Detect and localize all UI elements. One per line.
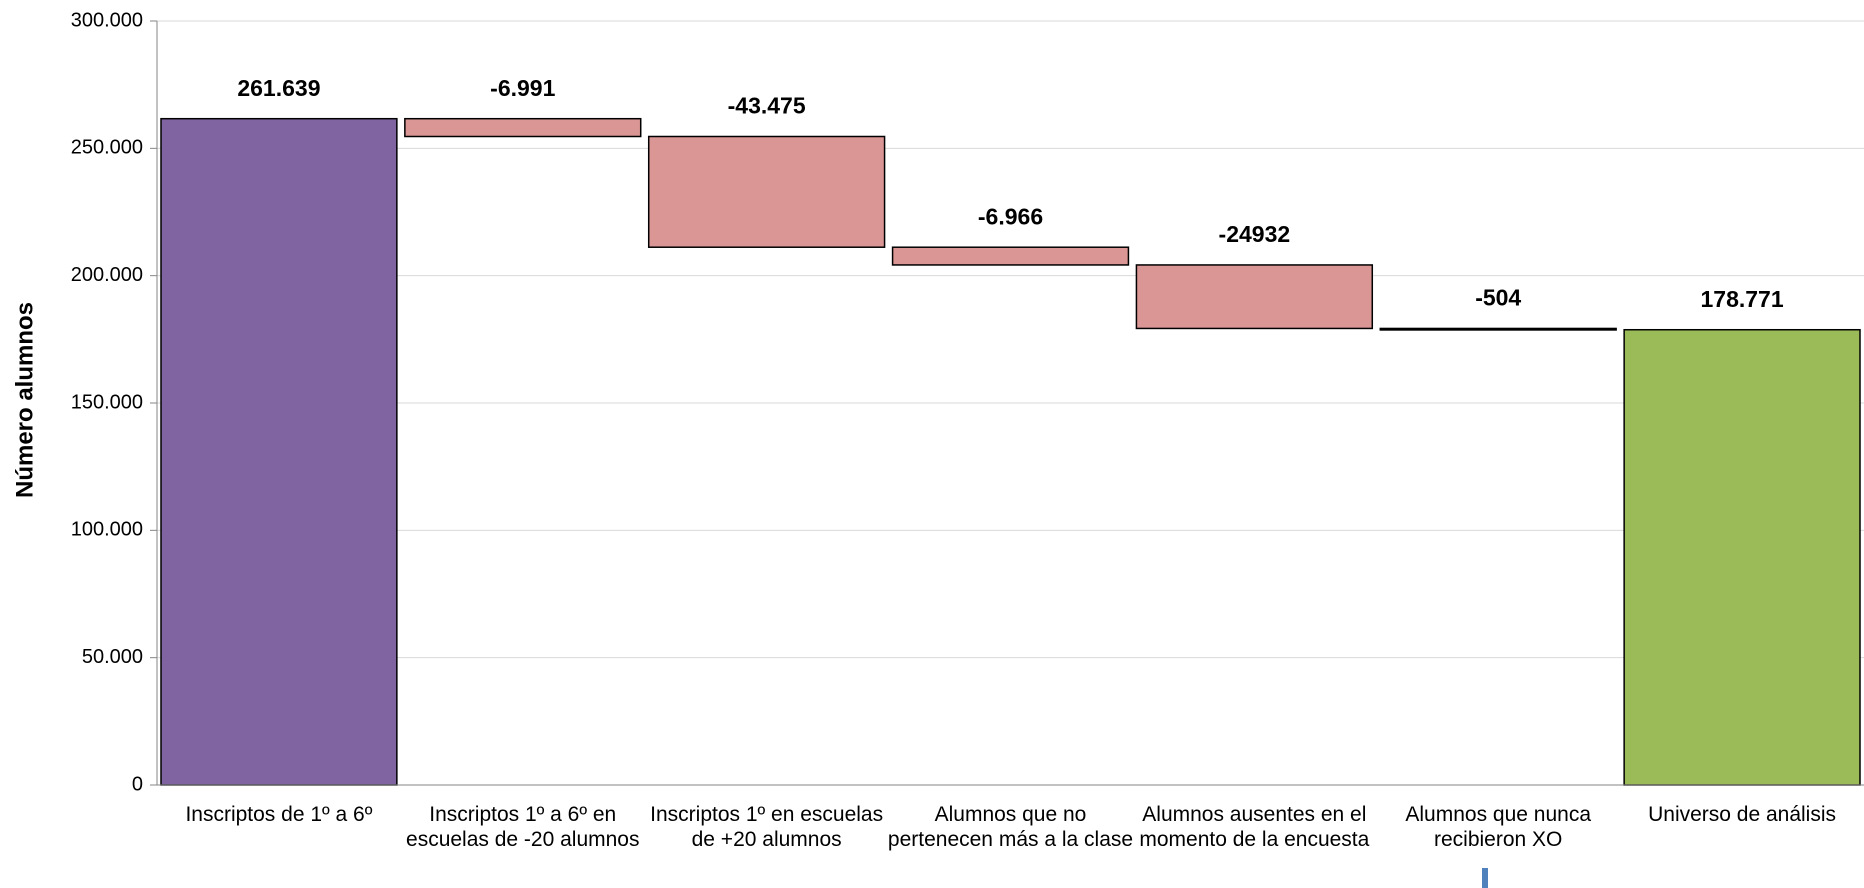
x-tick-label: Alumnos ausentes en el momento de la enc…	[1139, 803, 1370, 851]
y-tick-label: 150.000	[71, 391, 143, 413]
y-tick-label: 0	[132, 773, 143, 795]
decoration	[1482, 868, 1488, 888]
value-label: 178.771	[1701, 286, 1784, 312]
y-tick-label: 200.000	[71, 264, 143, 286]
y-tick-label: 250.000	[71, 137, 143, 159]
bar	[1135, 264, 1374, 330]
bar	[647, 135, 886, 248]
bar	[404, 117, 642, 138]
value-label: -24932	[1219, 221, 1291, 247]
bar	[891, 246, 1130, 266]
x-tick-label: Alumnos que no pertenecen más a la clase	[887, 803, 1134, 851]
value-label: -6.966	[978, 203, 1043, 229]
y-tick-label: 100.000	[71, 519, 143, 541]
x-tick-label: Universo de análisis	[1648, 803, 1837, 826]
bar	[1379, 327, 1617, 331]
value-label: -43.475	[728, 93, 806, 119]
value-label: 261.639	[237, 75, 320, 101]
value-label: -6.991	[490, 75, 555, 101]
x-tick-label: Inscriptos de 1º a 6º	[185, 803, 373, 826]
bar	[160, 117, 398, 786]
x-tick-label: Inscriptos 1º en escuelas de +20 alumnos	[650, 803, 884, 851]
y-axis-title: Número alumnos	[11, 302, 38, 498]
y-tick-label: 50.000	[82, 646, 143, 668]
x-tick-label: Inscriptos 1º a 6º en escuelas de -20 al…	[406, 803, 640, 851]
value-label: -504	[1475, 285, 1521, 311]
bar	[1623, 328, 1861, 786]
y-tick-label: 300.000	[71, 9, 143, 31]
x-tick-label: Alumnos que nunca recibieron XO	[1405, 803, 1592, 851]
